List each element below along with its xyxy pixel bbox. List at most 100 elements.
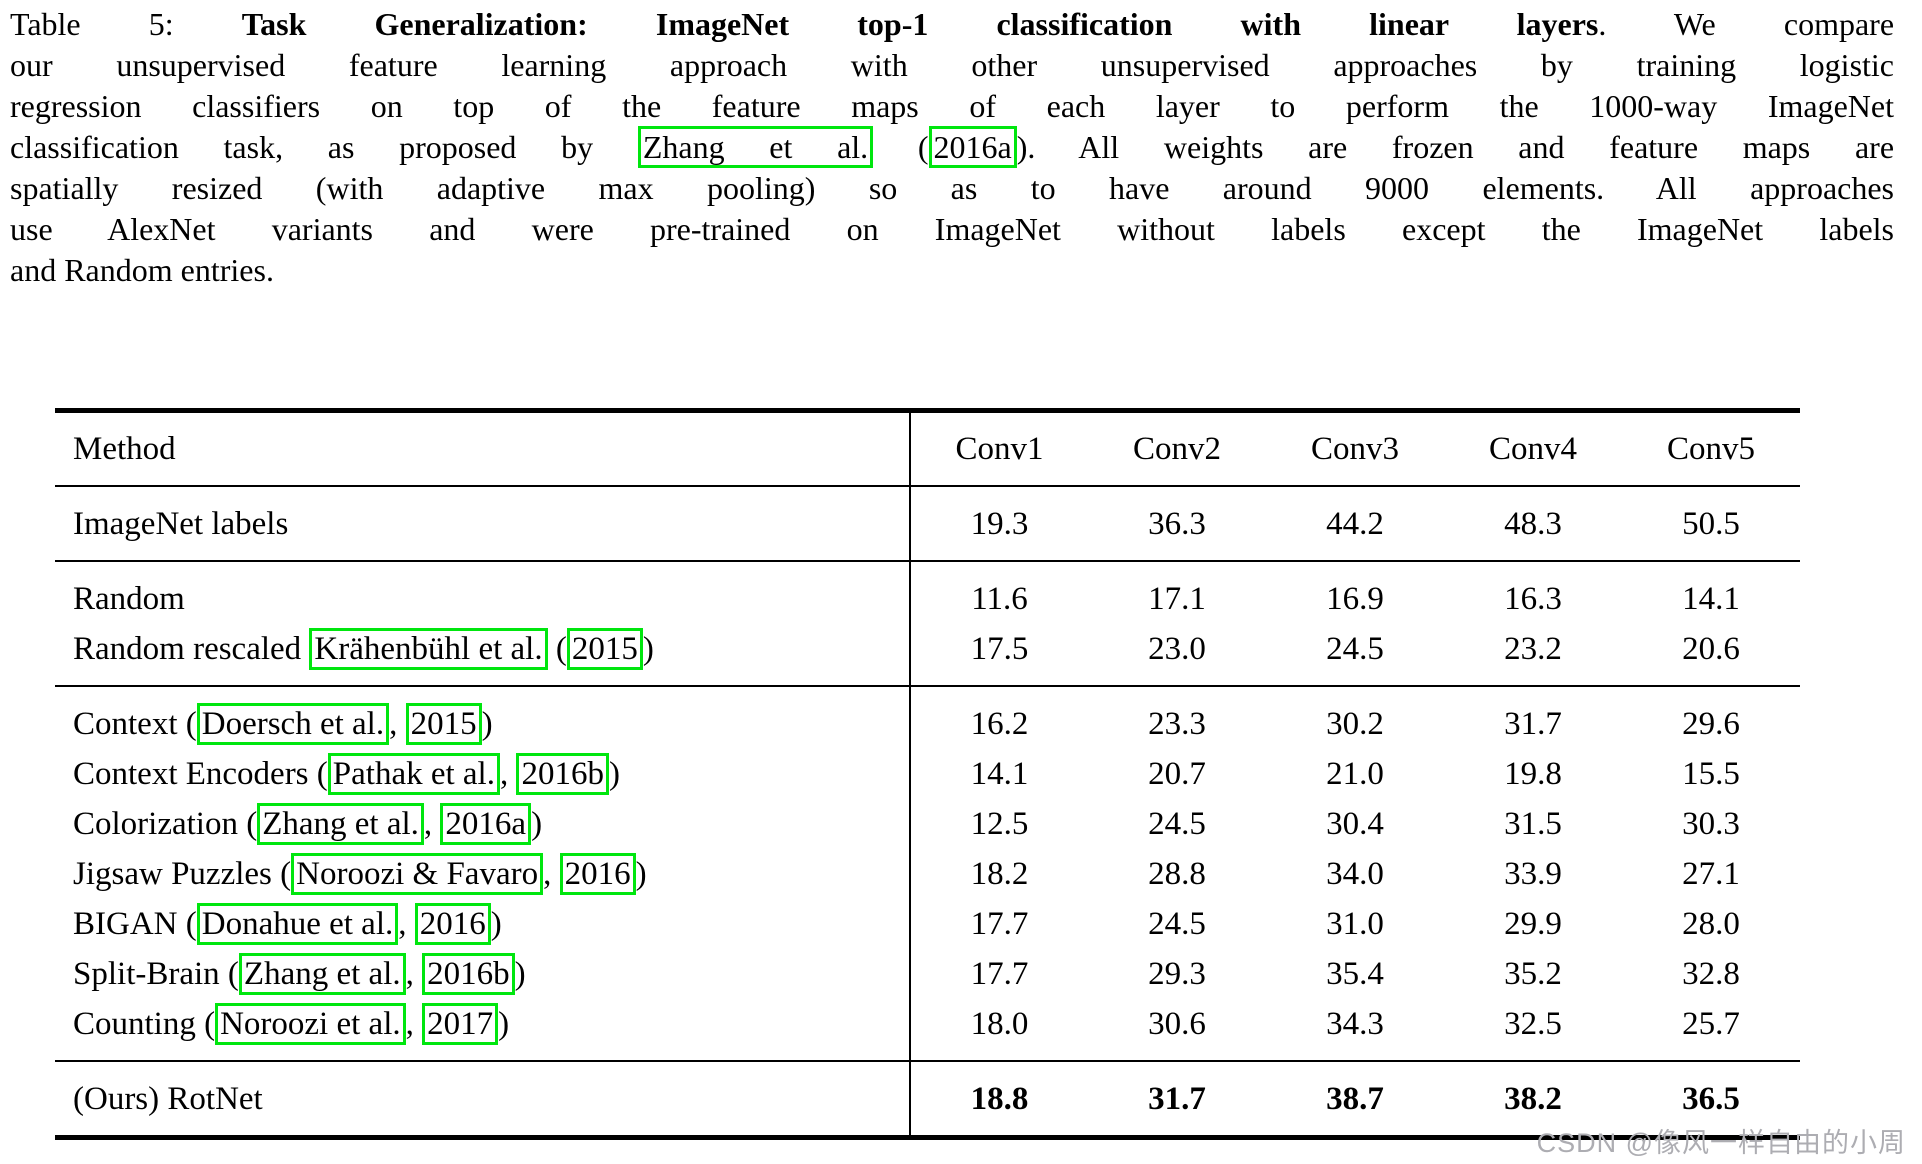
table-row: Jigsaw Puzzles (Noroozi & Favaro, 2016) 1… — [55, 849, 1800, 899]
text-segment: Context ( — [73, 706, 197, 742]
value-cell: 23.3 — [1148, 706, 1206, 742]
value-cell: 24.5 — [1326, 631, 1384, 667]
text-segment: ( — [873, 129, 929, 165]
text-segment: ) — [481, 706, 493, 742]
caption-line: our unsupervised feature learning approa… — [10, 45, 1894, 86]
method-cell: Random rescaled Krähenbühl et al. (2015) — [55, 624, 911, 686]
text-segment: ) — [642, 631, 654, 667]
value-cell: 27.1 — [1682, 856, 1740, 892]
citation-link[interactable]: Noroozi & Favaro — [291, 853, 544, 895]
text-segment: , — [398, 906, 415, 942]
value-cell: 18.0 — [970, 1006, 1029, 1042]
value-cell: 48.3 — [1504, 506, 1562, 542]
table-row: BIGAN (Donahue et al., 2016) 17.7 24.5 31.0… — [55, 899, 1800, 949]
column-header-conv4: Conv4 — [1488, 431, 1577, 467]
text-segment: ) — [531, 806, 543, 842]
value-cell: 17.7 — [970, 906, 1029, 942]
citation-link[interactable]: Doersch et al. — [196, 703, 390, 745]
value-cell: 32.8 — [1682, 956, 1740, 992]
citation-link[interactable]: Noroozi et al. — [215, 1003, 406, 1045]
row-group: ImageNet labels 19.3 36.3 44.2 48.3 50.5 — [55, 486, 1800, 561]
value-cell: 15.5 — [1682, 756, 1740, 792]
value-cell: 30.2 — [1326, 706, 1384, 742]
caption-line: Table 5: Task Generalization: ImageNet t… — [10, 4, 1894, 45]
table-row: (Ours) RotNet 18.8 31.7 38.7 38.2 36.5 — [55, 1061, 1800, 1138]
citation-link[interactable]: 2016b — [516, 753, 609, 795]
citation-link[interactable]: 2015 — [405, 703, 482, 745]
table-row: Context Encoders (Pathak et al., 2016b) 1… — [55, 749, 1800, 799]
citation-link[interactable]: Donahue et al. — [196, 903, 399, 945]
citation-link[interactable]: Zhang et al. — [257, 803, 424, 845]
text-segment: spatially resized (with adaptive max poo… — [10, 170, 1894, 206]
text-segment: , — [543, 856, 560, 892]
value-cell: 32.5 — [1504, 1006, 1562, 1042]
value-cell: 36.5 — [1682, 1081, 1740, 1117]
value-cell: 36.3 — [1148, 506, 1206, 542]
method-cell: Split-Brain (Zhang et al., 2016b) — [55, 949, 911, 999]
citation-link[interactable]: Krähenbühl et al. — [309, 628, 548, 670]
caption-line: use AlexNet variants and were pre-traine… — [10, 209, 1894, 250]
text-segment: ) — [635, 856, 647, 892]
citation-link[interactable]: 2016 — [414, 903, 491, 945]
citation-link[interactable]: 2016a — [440, 803, 532, 845]
value-cell: 24.5 — [1148, 806, 1206, 842]
value-cell: 23.2 — [1504, 631, 1562, 667]
citation-link[interactable]: 2017 — [422, 1003, 499, 1045]
citation-link[interactable]: Zhang et al. — [238, 953, 406, 995]
text-segment: ) — [608, 756, 620, 792]
text-segment: BIGAN ( — [73, 906, 197, 942]
value-cell: 38.2 — [1504, 1081, 1562, 1117]
value-cell: 29.3 — [1148, 956, 1206, 992]
value-cell: 30.3 — [1682, 806, 1740, 842]
value-cell: 19.8 — [1504, 756, 1562, 792]
header-row: Method Conv1 Conv2 Conv3 Conv4 Conv5 — [55, 410, 1800, 486]
value-cell: 35.2 — [1504, 956, 1562, 992]
value-cell: 30.4 — [1326, 806, 1384, 842]
text-segment: Colorization ( — [73, 806, 258, 842]
value-cell: 23.0 — [1148, 631, 1206, 667]
citation-link[interactable]: Zhang et al. — [637, 126, 874, 168]
table-caption: Table 5: Task Generalization: ImageNet t… — [10, 4, 1894, 291]
value-cell: 38.7 — [1326, 1081, 1384, 1117]
value-cell: 29.6 — [1682, 706, 1740, 742]
caption-line: and Random entries. — [10, 250, 1894, 291]
value-cell: 35.4 — [1326, 956, 1384, 992]
value-cell: 33.9 — [1504, 856, 1562, 892]
value-cell: 50.5 — [1682, 506, 1740, 542]
text-segment: Counting ( — [73, 1006, 216, 1042]
value-cell: 31.0 — [1326, 906, 1384, 942]
value-cell: 16.2 — [970, 706, 1029, 742]
citation-link[interactable]: 2016a — [928, 126, 1017, 168]
value-cell: 28.8 — [1148, 856, 1206, 892]
method-cell: (Ours) RotNet — [55, 1061, 911, 1138]
text-segment: Jigsaw Puzzles ( — [73, 856, 292, 892]
column-header-conv3: Conv3 — [1310, 431, 1399, 467]
method-cell: Context Encoders (Pathak et al., 2016b) — [55, 749, 911, 799]
value-cell: 24.5 — [1148, 906, 1206, 942]
text-segment: (Ours) RotNet — [73, 1081, 263, 1117]
value-cell: 19.3 — [970, 506, 1029, 542]
citation-link[interactable]: Pathak et al. — [327, 753, 500, 795]
table-row: Counting (Noroozi et al., 2017) 18.0 30.6 3… — [55, 999, 1800, 1061]
method-cell: Counting (Noroozi et al., 2017) — [55, 999, 911, 1061]
caption-bold-title: Task Generalization: ImageNet top-1 clas… — [241, 6, 1599, 42]
text-segment: our unsupervised feature learning approa… — [10, 47, 1894, 83]
value-cell: 31.7 — [1504, 706, 1562, 742]
text-segment: and Random entries. — [10, 252, 274, 288]
value-cell: 29.9 — [1504, 906, 1562, 942]
value-cell: 31.5 — [1504, 806, 1562, 842]
citation-link[interactable]: 2016 — [559, 853, 636, 895]
table-row: Split-Brain (Zhang et al., 2016b) 17.7 29.… — [55, 949, 1800, 999]
text-segment: Context Encoders ( — [73, 756, 328, 792]
citation-link[interactable]: 2016b — [422, 953, 515, 995]
text-segment: Split-Brain ( — [73, 956, 239, 992]
value-cell: 34.3 — [1326, 1006, 1384, 1042]
results-table: Method Conv1 Conv2 Conv3 Conv4 Conv5 ImageNet … — [55, 408, 1800, 1140]
column-header-conv5: Conv5 — [1666, 431, 1755, 467]
text-segment: ). All weights are frozen and feature ma… — [1016, 129, 1895, 165]
value-cell: 16.3 — [1504, 581, 1562, 617]
text-segment: , — [405, 956, 423, 992]
citation-link[interactable]: 2015 — [566, 628, 643, 670]
text-segment: regression classifiers on top of the fea… — [10, 88, 1894, 124]
value-cell: 25.7 — [1682, 1006, 1740, 1042]
